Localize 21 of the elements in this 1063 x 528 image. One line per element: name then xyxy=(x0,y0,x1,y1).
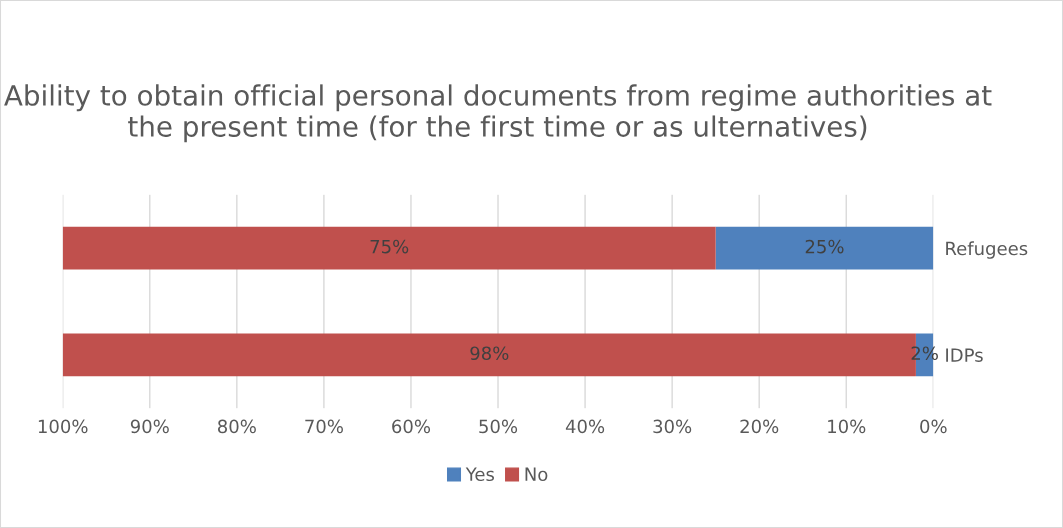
x-tick-label: 90% xyxy=(130,419,169,434)
x-tick-label: 20% xyxy=(740,419,779,434)
x-tick-label: 70% xyxy=(305,419,343,434)
x-tick-label: 30% xyxy=(653,419,692,434)
legend-label: No xyxy=(525,467,548,482)
x-tick-label: 40% xyxy=(565,419,605,434)
y-tick-label: Refugees xyxy=(946,241,1028,259)
x-tick-label: 60% xyxy=(392,419,431,434)
data-label: 25% xyxy=(805,239,844,254)
legend-label: Yes xyxy=(465,467,495,482)
x-tick-label: 10% xyxy=(828,419,866,434)
x-tick-label: 50% xyxy=(479,419,518,434)
x-tick-label: 100% xyxy=(38,419,88,434)
bar xyxy=(715,226,934,270)
x-tick-label: 80% xyxy=(218,419,256,434)
bar xyxy=(62,226,716,270)
chart-title: Ability to obtain official personal documents from regime authorities at the present time (for the first time or as ulternatives) xyxy=(4,84,992,143)
data-label: 75% xyxy=(370,239,409,254)
y-tick-label: IDPs xyxy=(946,348,983,362)
x-tick-label: 0% xyxy=(920,419,947,434)
data-label: 98% xyxy=(470,346,509,361)
